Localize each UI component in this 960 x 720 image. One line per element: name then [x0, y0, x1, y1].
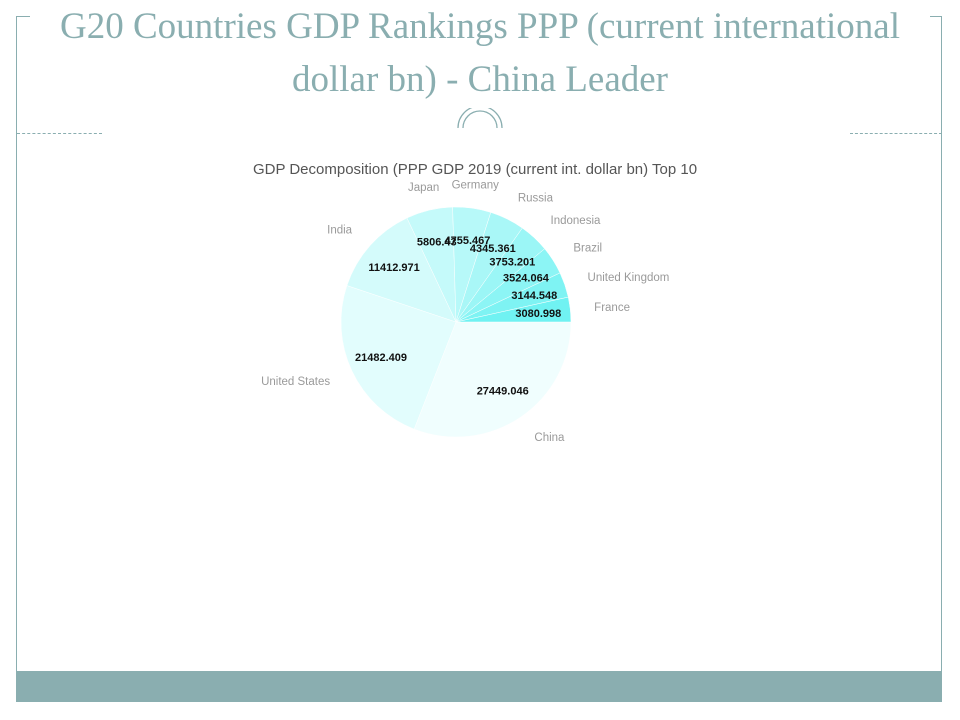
category-label-russia: Russia [518, 193, 554, 205]
category-label-united-kingdom: United Kingdom [588, 272, 670, 284]
pie-slice-china [413, 321, 572, 438]
category-label-united-states: United States [261, 376, 330, 388]
value-label-indonesia: 3753.201 [489, 256, 535, 268]
value-label-japan: 5806.43 [417, 236, 457, 248]
title-divider-left [17, 133, 102, 134]
category-label-indonesia: Indonesia [551, 215, 601, 227]
value-label-india: 11412.971 [368, 262, 419, 274]
value-label-france: 3080.998 [515, 308, 561, 320]
pie-slices [340, 206, 572, 438]
footer-band [17, 671, 942, 702]
value-label-china: 27449.046 [477, 385, 529, 397]
value-label-russia: 4345.361 [470, 243, 516, 255]
value-label-united-states: 21482.409 [355, 352, 407, 364]
chart-title: GDP Decomposition (PPP GDP 2019 (current… [253, 161, 697, 178]
pie-slice-france [455, 296, 572, 323]
category-label-france: France [594, 302, 630, 314]
pie-labels: 27449.046 China 21482.409 United States 1141… [261, 179, 669, 443]
category-label-germany: Germany [452, 179, 500, 191]
slide-title: G20 Countries GDP Rankings PPP (current … [30, 0, 930, 112]
pie-slice-united-states [340, 285, 457, 430]
category-label-india: India [327, 225, 353, 237]
value-label-brazil: 3524.064 [503, 273, 550, 285]
title-divider-right [850, 133, 942, 134]
value-label-germany: 4755.467 [445, 235, 491, 247]
category-label-brazil: Brazil [573, 243, 602, 255]
ornament-arcs-icon [457, 108, 503, 129]
category-label-china: China [534, 432, 565, 444]
category-label-japan: Japan [408, 182, 439, 194]
value-label-united-kingdom: 3144.548 [511, 290, 557, 302]
pie-slice-india [346, 217, 457, 323]
